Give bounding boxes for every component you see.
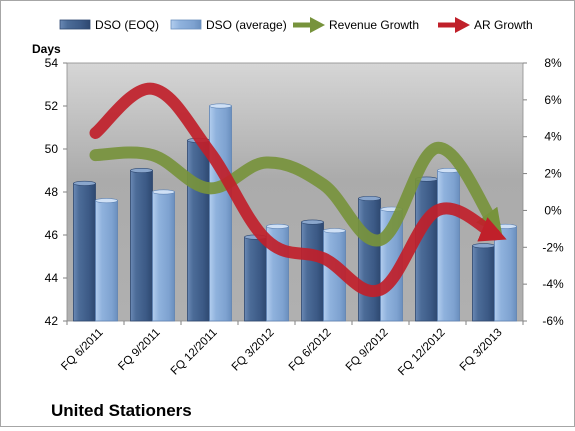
- legend-label-revenue-growth: Revenue Growth: [329, 18, 419, 32]
- x-tick-label: FQ 6/2012: [287, 327, 334, 374]
- bar-top-dso-eoq-fq-6-2011: [73, 180, 96, 186]
- y2-tick-label: 0%: [544, 203, 562, 217]
- bar-top-dso-average-fq-6-2012: [323, 228, 346, 234]
- bar-dso-eoq-fq-3-2013: [472, 245, 495, 322]
- bar-dso-eoq-fq-6-2012: [301, 221, 324, 322]
- bar-dso-average-fq-6-2011: [95, 200, 118, 322]
- y2-tick-label: -6%: [542, 314, 564, 328]
- bar-top-dso-eoq-fq-9-2011: [130, 168, 153, 174]
- legend-swatch-dso-average: [170, 19, 202, 30]
- y-tick-label: 50: [45, 142, 59, 156]
- x-tick-label: FQ 12/2011: [169, 327, 220, 378]
- legend-item-dso-average: DSO (average): [170, 18, 287, 32]
- bar-top-dso-average-fq-3-2012: [266, 223, 289, 229]
- legend-arrow-revenue-growth: [310, 17, 325, 33]
- y-tick-label: 44: [45, 271, 59, 285]
- y-tick-label: 46: [45, 228, 59, 242]
- legend-item-ar-growth: AR Growth: [438, 17, 533, 33]
- bar-dso-eoq-fq-12-2011: [187, 139, 210, 322]
- y-tick-label: 52: [45, 99, 59, 113]
- y-axis-label: Days: [32, 42, 61, 56]
- bar-dso-average-fq-9-2011: [152, 191, 175, 322]
- bar-dso-eoq-fq-9-2012: [358, 198, 381, 322]
- legend-arrow-ar-growth: [455, 17, 470, 33]
- x-tick-label: FQ 3/2012: [230, 327, 277, 374]
- y-tick-label: 54: [45, 56, 59, 70]
- bar-dso-eoq-fq-9-2011: [130, 170, 153, 322]
- line-revenue-growth: [89, 141, 503, 247]
- bar-top-dso-eoq-fq-6-2012: [301, 219, 324, 225]
- y2-tick-label: -2%: [542, 240, 564, 254]
- legend-label-dso-average: DSO (average): [206, 18, 287, 32]
- y2-tick-label: -4%: [542, 277, 564, 291]
- bar-top-dso-average-fq-6-2011: [95, 198, 118, 204]
- y2-tick-label: 6%: [544, 93, 562, 107]
- bar-dso-average-fq-12-2011: [209, 105, 232, 322]
- y2-tick-label: 4%: [544, 130, 562, 144]
- x-tick-label: FQ 6/2011: [59, 327, 105, 373]
- x-tick-label: FQ 12/2012: [396, 327, 447, 378]
- line-ar-growth: [89, 82, 507, 298]
- x-tick-label: FQ 9/2011: [116, 327, 162, 373]
- legend: DSO (EOQ) DSO (average) Revenue Growth A…: [59, 17, 533, 33]
- bar-dso-average-fq-12-2012: [437, 170, 460, 322]
- bar-dso-eoq-fq-6-2011: [73, 182, 96, 322]
- legend-label-dso-eoq: DSO (EOQ): [95, 18, 159, 32]
- y2-tick-label: 8%: [544, 56, 562, 70]
- bar-top-dso-eoq-fq-3-2013: [472, 243, 495, 249]
- legend-label-ar-growth: AR Growth: [474, 18, 533, 32]
- bar-dso-eoq-fq-12-2012: [415, 178, 438, 322]
- y2-tick-label: 2%: [544, 167, 562, 181]
- legend-item-dso-eoq: DSO (EOQ): [59, 18, 159, 32]
- x-tick-label: FQ 3/2013: [458, 327, 505, 374]
- y-tick-label: 42: [45, 314, 59, 328]
- legend-swatch-dso-eoq: [59, 19, 91, 30]
- bar-dso-eoq-fq-3-2012: [244, 236, 267, 322]
- bar-top-dso-eoq-fq-9-2012: [358, 195, 381, 201]
- y-tick-label: 48: [45, 185, 59, 199]
- bar-top-dso-average-fq-12-2011: [209, 103, 232, 109]
- bar-top-dso-average-fq-9-2011: [152, 189, 175, 195]
- line-series: [89, 82, 507, 298]
- legend-item-revenue-growth: Revenue Growth: [293, 17, 419, 33]
- x-tick-label: FQ 9/2012: [344, 327, 391, 374]
- company-name: United Stationers: [51, 401, 192, 420]
- bar-dso-average-fq-3-2013: [494, 225, 517, 322]
